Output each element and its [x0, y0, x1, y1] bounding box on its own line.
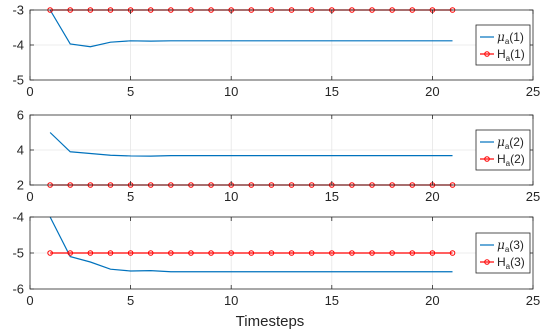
- legend: μa(2)Ha(2): [475, 129, 531, 171]
- data-point: [449, 250, 456, 256]
- data-point: [208, 250, 214, 256]
- data-point: [127, 250, 134, 256]
- data-point: [147, 250, 154, 256]
- x-tick-label: 5: [127, 84, 134, 99]
- data-point: [349, 250, 355, 256]
- x-tick-label: 20: [425, 189, 439, 204]
- x-tick-label: 25: [526, 189, 540, 204]
- y-tick-label: 4: [17, 143, 24, 158]
- x-tick-label: 0: [26, 293, 33, 308]
- legend-label: Ha(3): [497, 255, 525, 271]
- legend: μa(3)Ha(3): [475, 232, 531, 274]
- data-point: [248, 250, 255, 256]
- panel-1: 0 5 10 15 20 25 -5 -4 -3 μa(1)Ha(1): [12, 3, 540, 100]
- legend-marker: [484, 51, 490, 57]
- y-tick-label: -4: [12, 210, 24, 225]
- x-axis-label: Timesteps: [236, 313, 305, 330]
- x-tick-label: 5: [127, 293, 134, 308]
- data-point: [87, 250, 94, 256]
- data-point: [308, 250, 315, 256]
- data-point: [429, 250, 436, 256]
- x-tick-label: 0: [26, 84, 33, 99]
- legend-label: μa(1): [497, 30, 524, 46]
- data-point: [389, 250, 395, 256]
- x-tick-label: 10: [224, 189, 238, 204]
- y-tick-label: 6: [17, 108, 24, 123]
- data-point: [329, 250, 335, 256]
- x-tick-label: 0: [26, 189, 33, 204]
- data-point: [188, 250, 194, 256]
- legend-box: [475, 129, 531, 171]
- x-tick-label: 5: [127, 189, 134, 204]
- x-tick-label: 15: [325, 84, 339, 99]
- data-point: [228, 250, 234, 256]
- data-point: [107, 250, 114, 256]
- data-point: [268, 250, 275, 256]
- y-tick-label: -3: [12, 3, 24, 18]
- y-tick-label: -5: [12, 73, 24, 88]
- series-line-mu: [49, 132, 453, 157]
- data-point: [369, 250, 375, 256]
- legend-label: μa(2): [497, 135, 524, 151]
- data-point: [47, 250, 53, 256]
- series-line-mu: [49, 216, 453, 273]
- x-tick-label: 10: [224, 293, 238, 308]
- y-tick-label: -5: [12, 246, 24, 261]
- legend-marker: [484, 156, 490, 162]
- series-line-mu: [49, 9, 453, 48]
- legend-box: [475, 232, 531, 274]
- data-point: [168, 250, 174, 256]
- x-tick-label: 20: [425, 84, 439, 99]
- legend: μa(1)Ha(1): [475, 24, 531, 66]
- y-tick-label: 2: [17, 178, 24, 193]
- legend-marker: [484, 259, 490, 265]
- panel-3: 0 5 10 15 20 25 -6 -5 -4 μa(3)Ha(3): [12, 210, 540, 309]
- data-point: [67, 250, 74, 256]
- y-tick-label: -6: [12, 282, 24, 297]
- y-tick-label: -4: [12, 38, 24, 53]
- x-tick-label: 15: [325, 189, 339, 204]
- x-tick-label: 25: [526, 84, 540, 99]
- legend-box: [475, 24, 531, 66]
- data-point: [288, 250, 295, 256]
- legend-label: Ha(1): [497, 47, 525, 63]
- legend-label: Ha(2): [497, 152, 525, 168]
- x-tick-label: 10: [224, 84, 238, 99]
- x-tick-label: 25: [526, 293, 540, 308]
- panel-2: 0 5 10 15 20 25 2 4 6 μa(2)Ha(2): [17, 108, 540, 205]
- x-tick-label: 20: [425, 293, 439, 308]
- legend-label: μa(3): [497, 238, 524, 254]
- x-tick-label: 15: [325, 293, 339, 308]
- data-point: [409, 250, 416, 256]
